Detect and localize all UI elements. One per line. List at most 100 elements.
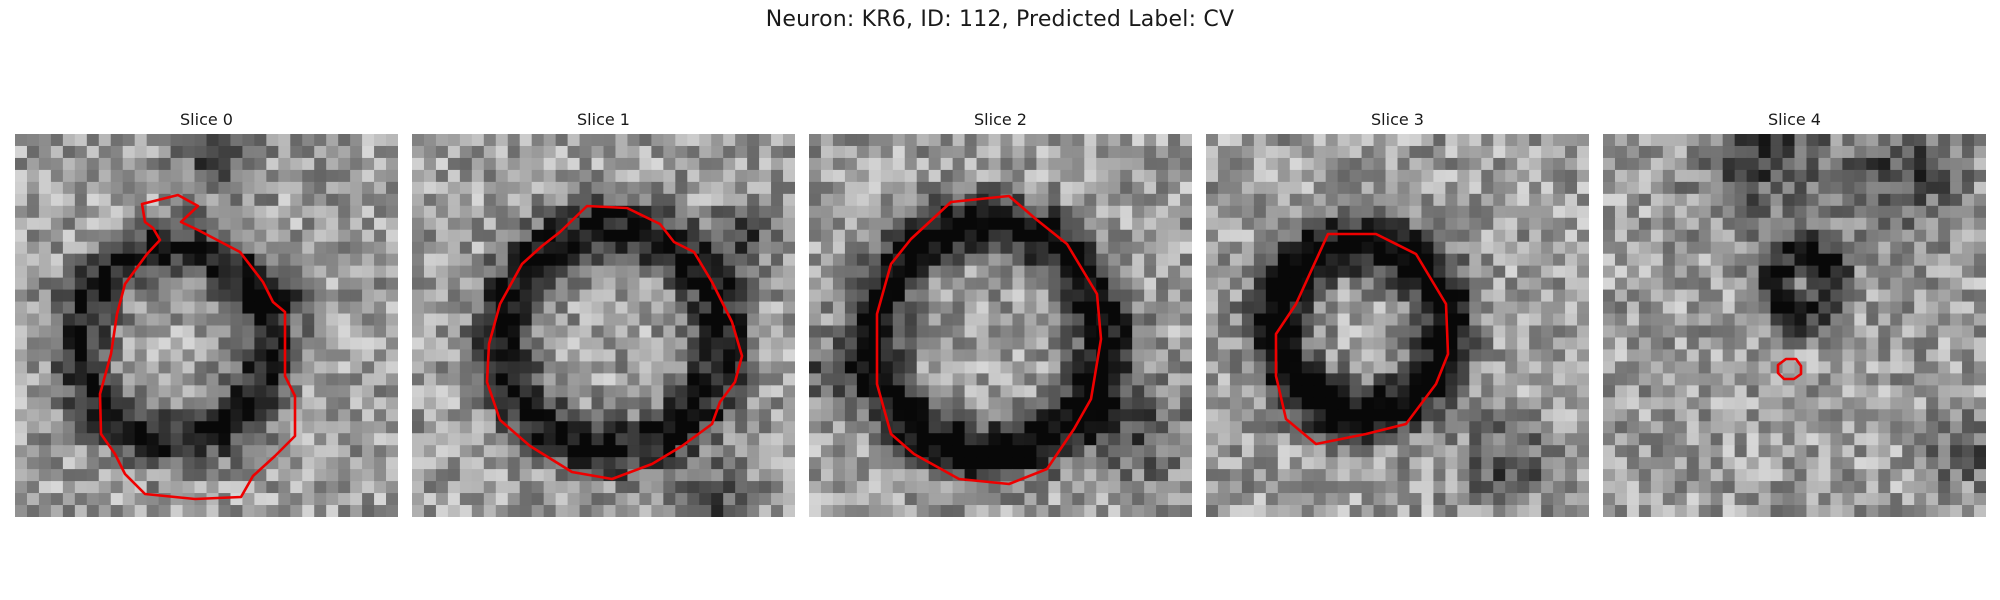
image-pixel [98, 193, 112, 207]
image-pixel [1024, 409, 1038, 422]
image-pixel [916, 265, 930, 279]
image-pixel [1818, 205, 1832, 219]
image-pixel [1433, 181, 1446, 195]
image-pixel [1638, 313, 1652, 327]
image-pixel [350, 433, 363, 446]
image-pixel [302, 385, 315, 398]
image-pixel [314, 253, 327, 267]
image-pixel [687, 421, 700, 434]
image-pixel [723, 505, 736, 517]
image-pixel [50, 277, 64, 291]
image-pixel [832, 145, 846, 159]
image-pixel [1806, 169, 1820, 183]
image-pixel [615, 134, 629, 147]
image-pixel [771, 313, 784, 327]
image-pixel [1650, 385, 1664, 398]
image-pixel [1132, 277, 1145, 291]
image-pixel [230, 361, 244, 374]
image-pixel [1517, 134, 1530, 147]
image-pixel [1541, 289, 1554, 303]
image-pixel [15, 265, 28, 279]
image-pixel [988, 253, 1002, 267]
image-pixel [1541, 193, 1554, 207]
image-pixel [675, 277, 688, 291]
image-pixel [1866, 265, 1879, 279]
image-pixel [447, 229, 461, 243]
image-pixel [711, 229, 724, 243]
image-pixel [1072, 325, 1085, 339]
image-pixel [1132, 181, 1145, 195]
image-pixel [579, 409, 593, 422]
image-pixel [675, 505, 688, 517]
image-pixel [362, 193, 375, 207]
image-pixel [1409, 337, 1423, 351]
image-pixel [38, 301, 52, 315]
image-pixel [1962, 397, 1975, 410]
image-pixel [892, 205, 906, 219]
image-pixel [1553, 134, 1566, 147]
image-pixel [555, 433, 569, 446]
image-pixel [1854, 169, 1867, 183]
image-pixel [892, 493, 906, 506]
image-pixel [182, 229, 196, 243]
image-pixel [868, 277, 882, 291]
image-pixel [230, 301, 244, 315]
image-pixel [1493, 169, 1506, 183]
image-pixel [15, 301, 28, 315]
image-pixel [1842, 409, 1855, 422]
image-pixel [904, 397, 918, 410]
image-pixel [447, 313, 461, 327]
image-pixel [1746, 205, 1760, 219]
image-pixel [134, 313, 148, 327]
image-pixel [916, 145, 930, 159]
image-pixel [1457, 289, 1470, 303]
image-pixel [1445, 253, 1458, 267]
image-pixel [928, 373, 942, 386]
image-pixel [134, 157, 148, 171]
image-pixel [976, 241, 990, 255]
image-pixel [1818, 277, 1832, 291]
image-pixel [1206, 457, 1219, 470]
image-pixel [447, 301, 461, 315]
image-pixel [110, 505, 124, 517]
image-pixel [1168, 301, 1181, 315]
image-pixel [928, 505, 942, 517]
image-pixel [230, 169, 244, 183]
image-pixel [1108, 433, 1121, 446]
image-pixel [699, 445, 712, 458]
image-pixel [1168, 217, 1181, 231]
image-pixel [1626, 421, 1640, 434]
image-pixel [1108, 277, 1121, 291]
image-pixel [1433, 337, 1446, 351]
image-pixel [266, 445, 279, 458]
image-pixel [1000, 169, 1014, 183]
image-pixel [1206, 505, 1219, 517]
image-pixel [579, 385, 593, 398]
image-pixel [820, 277, 834, 291]
image-pixel [1048, 157, 1061, 171]
image-pixel [976, 433, 990, 446]
image-pixel [1024, 349, 1038, 363]
image-pixel [1614, 241, 1628, 255]
image-pixel [1481, 433, 1494, 446]
image-pixel [809, 445, 822, 458]
image-pixel [1674, 193, 1688, 207]
image-pixel [483, 253, 497, 267]
image-pixel [699, 493, 712, 506]
image-pixel [326, 289, 339, 303]
image-pixel [1433, 445, 1446, 458]
image-pixel [26, 205, 40, 219]
image-pixel [1962, 373, 1975, 386]
image-pixel [1024, 433, 1038, 446]
image-pixel [230, 481, 244, 494]
image-pixel [1626, 457, 1640, 470]
image-pixel [1024, 385, 1038, 398]
image-pixel [1000, 361, 1014, 374]
image-pixel [1614, 145, 1628, 159]
image-pixel [663, 457, 676, 470]
image-pixel [916, 361, 930, 374]
image-pixel [1289, 145, 1303, 159]
image-pixel [1782, 253, 1796, 267]
image-pixel [1878, 313, 1891, 327]
image-pixel [1241, 337, 1255, 351]
